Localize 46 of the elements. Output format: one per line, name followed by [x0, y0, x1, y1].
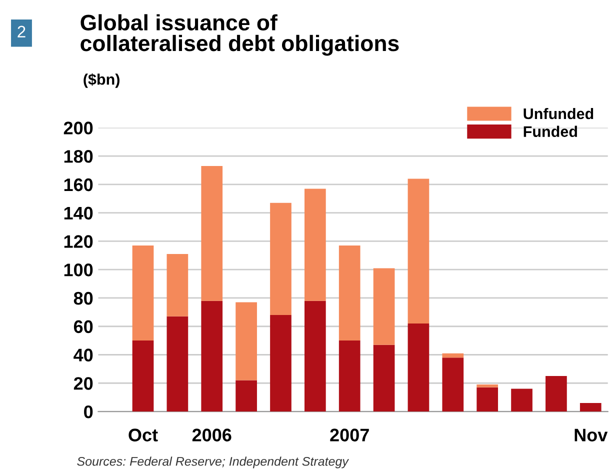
x-tick-label: Oct: [128, 428, 158, 442]
y-tick-label: 60: [74, 320, 93, 334]
text: 2: [18, 26, 26, 38]
bar: [166, 316, 188, 412]
bar: [270, 315, 292, 412]
legend-label: Unfunded: [524, 108, 594, 120]
bar: [304, 300, 326, 412]
bar: [338, 340, 360, 412]
source-note: Sources: Federal Reserve; Independent Strategy: [77, 456, 350, 468]
x-tick-label: 2006: [192, 428, 232, 442]
bar: [580, 402, 602, 412]
y-tick-label: 100: [64, 264, 93, 276]
y-tick-label: 80: [74, 292, 93, 305]
y-tick-label: 20: [74, 377, 93, 390]
bar: [201, 166, 223, 301]
bar: [132, 340, 154, 412]
bar: [442, 353, 464, 358]
x-tick-label: 2007: [330, 428, 369, 442]
y-tick-label: 180: [64, 150, 93, 163]
bar: [476, 384, 498, 388]
chart-subtitle: ($bn): [84, 73, 120, 88]
y-tick-label: 160: [64, 178, 93, 192]
y-tick-label: 140: [64, 206, 93, 220]
chart-title: Global issuance of collateralised debt obligations: [80, 14, 399, 56]
bar: [408, 178, 430, 324]
bar: [373, 344, 395, 412]
bar: [442, 358, 464, 412]
bar: [236, 380, 257, 412]
bar: [338, 245, 360, 341]
y-tick-label: 40: [74, 348, 93, 362]
bar: [270, 202, 292, 316]
bar: [304, 188, 326, 301]
bar: [236, 302, 257, 380]
y-tick-label: 200: [64, 122, 93, 134]
bar: [201, 300, 223, 412]
y-tick-label: 120: [64, 235, 93, 248]
bar: [373, 268, 395, 345]
bar: [546, 376, 567, 412]
bar: [408, 324, 430, 412]
bar: [511, 388, 532, 412]
x-tick-label: Nov: [574, 428, 608, 442]
bar: [166, 254, 188, 316]
bar: [476, 387, 498, 412]
bar: [132, 245, 154, 341]
legend-label: Funded: [524, 126, 577, 137]
y-tick-label: 0: [84, 405, 93, 418]
